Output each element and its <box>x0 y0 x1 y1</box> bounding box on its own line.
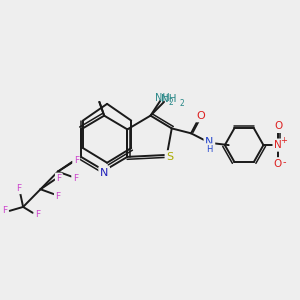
Text: H: H <box>206 145 213 154</box>
Text: N: N <box>100 168 108 178</box>
Text: 2: 2 <box>179 99 184 108</box>
Text: 2: 2 <box>168 98 173 107</box>
Text: F: F <box>55 192 60 201</box>
Text: F: F <box>2 206 7 215</box>
Text: F: F <box>35 210 40 219</box>
Text: N: N <box>274 140 282 150</box>
Text: NH: NH <box>161 94 177 104</box>
Text: O: O <box>275 122 283 131</box>
Text: -: - <box>283 157 286 167</box>
Text: F: F <box>56 174 61 183</box>
Text: F: F <box>74 156 79 165</box>
Text: N: N <box>205 137 214 147</box>
Text: S: S <box>166 152 173 162</box>
Text: F: F <box>73 174 78 183</box>
Text: O: O <box>274 159 282 169</box>
Text: O: O <box>196 111 205 121</box>
Text: F: F <box>16 184 21 193</box>
Text: NH: NH <box>155 93 170 103</box>
Text: +: + <box>280 136 287 145</box>
